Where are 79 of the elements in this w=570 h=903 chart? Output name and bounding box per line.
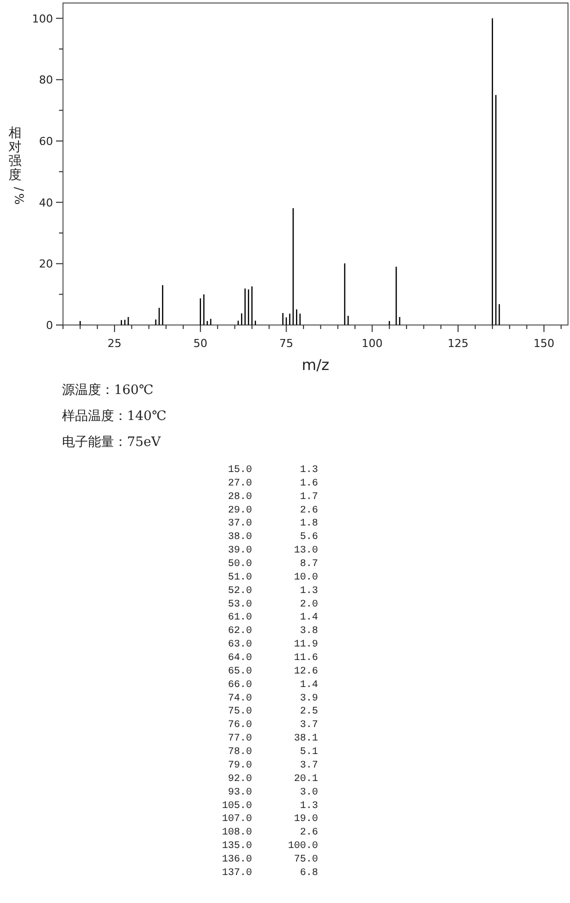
text: 1.3 <box>300 465 318 476</box>
text: 5.6 <box>300 532 318 544</box>
text: 108.0 <box>222 828 252 839</box>
text: 20.1 <box>294 774 318 785</box>
text: 3.9 <box>300 693 318 704</box>
text: 62.0 <box>228 626 252 638</box>
text: 12.6 <box>294 666 318 678</box>
text: 76.0 <box>228 720 252 732</box>
text: 66.0 <box>228 680 252 691</box>
text: 51.0 <box>228 572 252 584</box>
text: 10.0 <box>294 572 318 584</box>
text: 52.0 <box>228 586 252 597</box>
text: 8.7 <box>300 559 318 570</box>
x-tick-label: 125 <box>448 337 469 350</box>
text: 3.8 <box>300 626 318 638</box>
text: 137.0 <box>222 868 252 879</box>
text: 3.7 <box>300 760 318 772</box>
text: 29.0 <box>228 505 252 516</box>
text: 79.0 <box>228 760 252 772</box>
text: 6.8 <box>300 868 318 879</box>
text: 1.3 <box>300 800 318 812</box>
text: 75.0 <box>228 706 252 718</box>
x-tick-label: 150 <box>533 337 554 350</box>
y-tick-label: 100 <box>32 12 53 26</box>
text: 11.9 <box>294 640 318 651</box>
y-tick-label: 20 <box>39 258 53 271</box>
text: 38.0 <box>228 532 252 544</box>
text: 37.0 <box>228 518 252 530</box>
y-tick-label: 0 <box>46 319 53 332</box>
text: 27.0 <box>228 478 252 490</box>
text: 1.3 <box>300 586 318 597</box>
text: 样品温度：140℃ <box>62 408 166 424</box>
text: 1.6 <box>300 478 318 490</box>
text: 2.6 <box>300 828 318 839</box>
text: 11.6 <box>294 653 318 664</box>
x-tick-label: 75 <box>279 337 294 350</box>
text: 5.1 <box>300 747 318 758</box>
text: 3.0 <box>300 787 318 798</box>
x-tick-label: 50 <box>193 337 208 350</box>
text: 1.4 <box>300 612 318 624</box>
text: 136.0 <box>222 854 252 866</box>
text: 2.0 <box>300 599 318 610</box>
text: 74.0 <box>228 693 252 704</box>
text: 53.0 <box>228 599 252 610</box>
text: 电子能量：75eV <box>62 435 162 450</box>
text: 15.0 <box>228 465 252 476</box>
text: 13.0 <box>294 546 318 557</box>
text: 50.0 <box>228 559 252 570</box>
text: 19.0 <box>294 814 318 826</box>
text: 1.7 <box>300 492 318 503</box>
x-axis-title: m/z <box>302 356 330 374</box>
y-tick-label: 80 <box>39 74 53 87</box>
text: 107.0 <box>222 814 252 826</box>
text: 78.0 <box>228 747 252 758</box>
text: 2.6 <box>300 505 318 516</box>
text: 38.1 <box>294 734 318 745</box>
text: 2.5 <box>300 706 318 718</box>
y-tick-label: 60 <box>39 135 53 148</box>
text: 61.0 <box>228 612 252 624</box>
text: 93.0 <box>228 787 252 798</box>
x-tick-label: 100 <box>362 337 383 350</box>
text: 135.0 <box>222 841 252 852</box>
text: 75.0 <box>294 854 318 866</box>
text: 105.0 <box>222 800 252 812</box>
text: 100.0 <box>288 841 318 852</box>
text: 64.0 <box>228 653 252 664</box>
x-tick-label: 25 <box>108 337 122 350</box>
text: 1.4 <box>300 680 318 691</box>
text: 28.0 <box>228 492 252 503</box>
text: 源温度：160℃ <box>62 382 154 398</box>
text: 3.7 <box>300 720 318 732</box>
text: 92.0 <box>228 774 252 785</box>
text: 77.0 <box>228 734 252 745</box>
text: 39.0 <box>228 546 252 557</box>
y-axis-title: 相对强度/% <box>8 126 26 205</box>
text: 1.8 <box>300 518 318 530</box>
text: 63.0 <box>228 640 252 651</box>
text: 65.0 <box>228 666 252 678</box>
y-tick-label: 40 <box>39 196 53 210</box>
